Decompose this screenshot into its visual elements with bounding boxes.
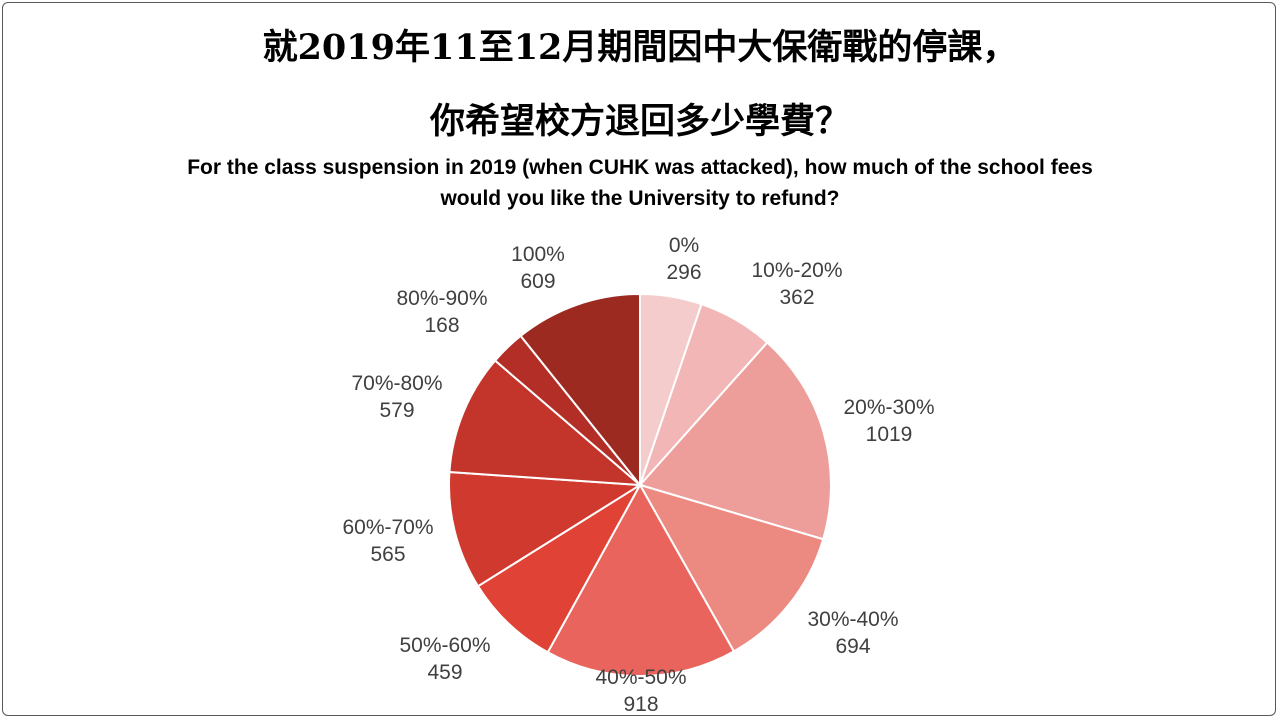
pie-slice-6 bbox=[476, 482, 643, 654]
pie-slice-7 bbox=[448, 470, 644, 588]
slice-category-label: 50%-60% bbox=[399, 634, 490, 657]
pie-slice-10 bbox=[519, 292, 641, 488]
slice-label-7: 60%-70% 565 bbox=[342, 516, 433, 566]
slice-value-label: 565 bbox=[370, 543, 405, 566]
pie-slice-8 bbox=[448, 359, 643, 487]
slice-label-10: 100% 609 bbox=[511, 243, 565, 293]
slice-label-5: 40%-50% 918 bbox=[595, 666, 686, 716]
slice-label-4: 30%-40% 694 bbox=[807, 608, 898, 658]
chart-title-english-line2: would you like the University to refund? bbox=[440, 187, 840, 210]
chart-title-chinese-line1: 就2019年11至12月期間因中大保衛戰的停課， bbox=[262, 27, 1018, 68]
slice-category-label: 60%-70% bbox=[342, 516, 433, 539]
slice-value-label: 296 bbox=[666, 261, 701, 284]
slice-label-8: 70%-80% 579 bbox=[351, 372, 442, 422]
slice-value-label: 579 bbox=[379, 399, 414, 422]
slice-category-label: 20%-30% bbox=[843, 396, 934, 419]
slice-category-label: 30%-40% bbox=[807, 608, 898, 631]
slice-label-9: 80%-90% 168 bbox=[396, 287, 487, 337]
pie-slice-5 bbox=[546, 482, 736, 677]
slice-value-label: 459 bbox=[427, 661, 462, 684]
slice-label-6: 50%-60% 459 bbox=[399, 634, 490, 684]
slice-value-label: 1019 bbox=[866, 423, 913, 446]
chart-title-chinese-line2: 你希望校方退回多少學費？ bbox=[429, 101, 850, 142]
slice-category-label: 10%-20% bbox=[751, 259, 842, 282]
chart-title-english-line1: For the class suspension in 2019 (when C… bbox=[187, 156, 1093, 179]
slice-label-3: 20%-30% 1019 bbox=[843, 396, 934, 446]
pie-slice-4 bbox=[637, 483, 825, 653]
slice-value-label: 609 bbox=[520, 270, 555, 293]
slice-category-label: 0% bbox=[669, 234, 699, 257]
slice-value-label: 694 bbox=[835, 635, 870, 658]
slice-category-label: 80%-90% bbox=[396, 287, 487, 310]
slice-label-2: 10%-20% 362 bbox=[751, 259, 842, 309]
slice-category-label: 100% bbox=[511, 243, 565, 266]
slice-value-label: 168 bbox=[424, 314, 459, 337]
pie-slices bbox=[448, 292, 832, 677]
slice-category-label: 70%-80% bbox=[351, 372, 442, 395]
slice-category-label: 40%-50% bbox=[595, 666, 686, 689]
pie-slice-3 bbox=[638, 341, 832, 541]
slice-value-label: 918 bbox=[623, 693, 658, 716]
slice-value-label: 362 bbox=[779, 286, 814, 309]
slice-label-1: 0% 296 bbox=[666, 234, 701, 284]
